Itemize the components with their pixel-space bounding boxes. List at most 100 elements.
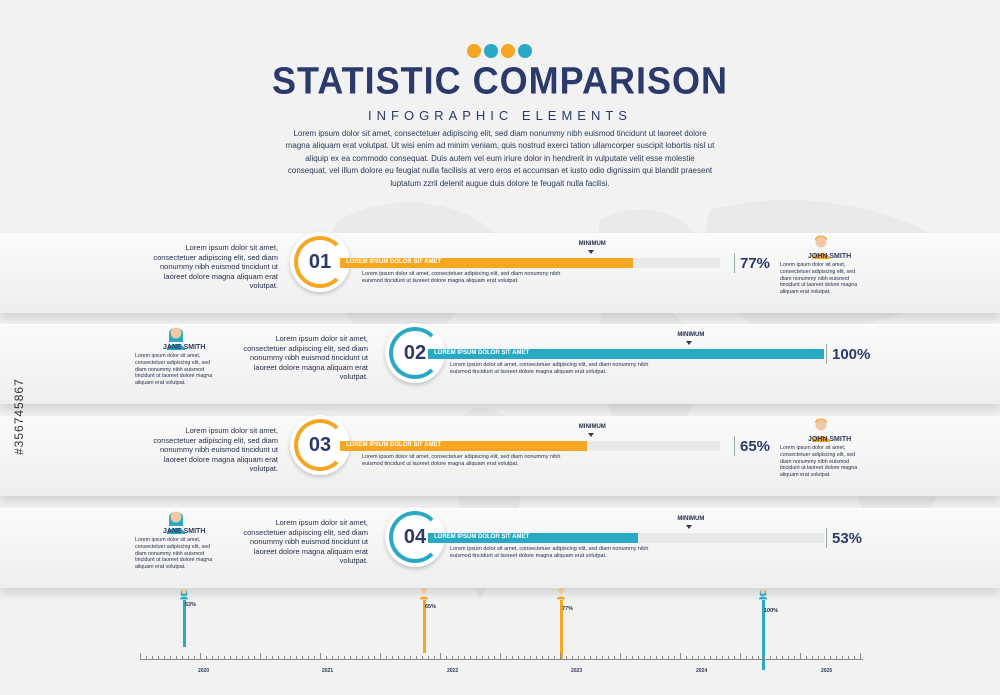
percent-value: 53% — [832, 530, 863, 547]
row-number: 03 — [308, 434, 332, 456]
axis-tick — [578, 656, 579, 659]
axis-tick — [500, 653, 501, 659]
page-subtitle: INFOGRAPHIC ELEMENTS — [368, 108, 632, 123]
axis-tick — [800, 653, 801, 659]
bar-caption: Lorem ipsum dolor sit amet, consectetuer… — [362, 454, 561, 467]
bar-label: LOREM IPSUM DOLOR SIT AMET — [346, 442, 442, 448]
row-description: Lorem ipsum dolor sit amet, consectetuer… — [153, 243, 278, 291]
bar-label: LOREM IPSUM DOLOR SIT AMET — [434, 350, 530, 356]
axis-tick — [176, 656, 177, 659]
row-band — [0, 324, 1000, 404]
axis-tick — [542, 656, 543, 659]
axis-tick — [476, 656, 477, 659]
year-label: 2024 — [696, 668, 708, 674]
axis-tick — [734, 656, 735, 659]
axis-tick — [230, 656, 231, 659]
pin-person-icon — [556, 586, 566, 600]
axis-tick — [638, 656, 639, 659]
axis-tick — [308, 656, 309, 659]
row-description: Lorem ipsum dolor sit amet, consectetuer… — [243, 518, 368, 566]
axis-tick — [830, 656, 831, 659]
axis-tick — [260, 653, 261, 659]
row-band — [0, 233, 1000, 313]
person-name: JOHN SMITH — [808, 253, 852, 260]
axis-tick — [170, 656, 171, 659]
header-dot — [467, 44, 481, 58]
axis-tick — [326, 656, 327, 659]
axis-tick — [404, 656, 405, 659]
axis-tick — [758, 656, 759, 659]
axis-tick — [446, 656, 447, 659]
axis-tick — [464, 656, 465, 659]
header-dots — [467, 44, 532, 58]
axis-tick — [440, 653, 441, 659]
axis-tick — [422, 656, 423, 659]
progress-fill — [340, 441, 587, 451]
axis-tick — [518, 656, 519, 659]
axis-tick — [374, 656, 375, 659]
minimum-label: MINIMUM — [578, 241, 606, 247]
axis-tick — [854, 656, 855, 659]
timeline-axis — [140, 659, 863, 660]
percent-value: 77% — [740, 255, 771, 272]
ring-arc — [389, 327, 441, 379]
axis-tick — [680, 653, 681, 659]
progress-bar: LOREM IPSUM DOLOR SIT AMET — [428, 533, 824, 543]
bar-caption: Lorem ipsum dolor sit amet, consectetuer… — [450, 546, 649, 559]
minimum-marker — [686, 525, 693, 529]
axis-tick — [332, 656, 333, 659]
axis-tick — [716, 656, 717, 659]
axis-tick — [314, 656, 315, 659]
axis-tick — [320, 653, 321, 659]
intro-paragraph: Lorem ipsum dolor sit amet, consectetuer… — [285, 129, 715, 188]
minimum-marker — [587, 433, 594, 437]
axis-tick — [710, 656, 711, 659]
axis-tick — [272, 656, 273, 659]
timeline-pin — [183, 600, 186, 647]
percent-value: 65% — [740, 438, 771, 455]
axis-tick — [548, 656, 549, 659]
percent-divider — [826, 344, 827, 364]
axis-tick — [698, 656, 699, 659]
axis-tick — [488, 656, 489, 659]
axis-tick — [770, 656, 771, 659]
axis-tick — [236, 656, 237, 659]
minimum-label: MINIMUM — [578, 424, 606, 430]
progress-bar: LOREM IPSUM DOLOR SIT AMET — [428, 349, 824, 359]
axis-tick — [560, 653, 561, 659]
year-label: 2021 — [322, 668, 334, 674]
axis-tick — [428, 656, 429, 659]
axis-tick — [740, 653, 741, 659]
axis-tick — [506, 656, 507, 659]
axis-tick — [224, 656, 225, 659]
percent-value: 100% — [832, 346, 871, 363]
axis-tick — [764, 656, 765, 659]
axis-tick — [458, 656, 459, 659]
axis-tick — [356, 656, 357, 659]
axis-tick — [530, 656, 531, 659]
axis-tick — [452, 656, 453, 659]
timeline-pin — [423, 600, 426, 653]
bar-caption: Lorem ipsum dolor sit amet, consectetuer… — [450, 362, 649, 375]
axis-tick — [656, 656, 657, 659]
person-description: Lorem ipsum dolor sit amet, consectetuer… — [135, 537, 213, 571]
axis-tick — [614, 656, 615, 659]
pin-person-icon — [758, 586, 768, 600]
pin-person-icon — [419, 586, 429, 600]
bar-label: LOREM IPSUM DOLOR SIT AMET — [434, 534, 530, 540]
pin-percent: 77% — [562, 606, 574, 612]
percent-divider — [734, 253, 735, 273]
percent-divider — [734, 436, 735, 456]
progress-fill — [428, 349, 824, 359]
pin-percent: 100% — [764, 608, 779, 614]
minimum-marker — [686, 341, 693, 345]
year-label: 2025 — [821, 668, 833, 674]
ring-arc — [389, 511, 441, 563]
axis-tick — [650, 656, 651, 659]
axis-tick — [566, 656, 567, 659]
bar-caption: Lorem ipsum dolor sit amet, consectetuer… — [362, 271, 561, 284]
ring-arc — [294, 236, 346, 288]
axis-tick — [524, 656, 525, 659]
axis-tick — [668, 656, 669, 659]
pin-percent: 53% — [185, 602, 197, 608]
